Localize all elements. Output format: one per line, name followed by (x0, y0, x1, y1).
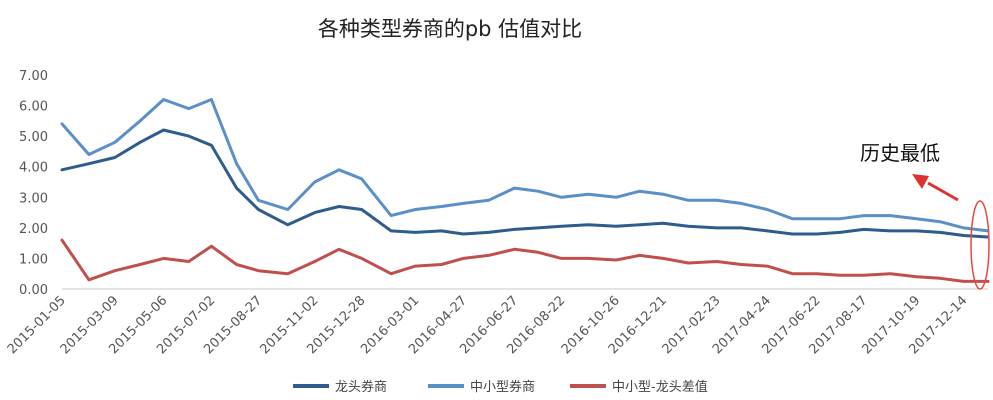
y-tick-label: 0.00 (19, 283, 48, 298)
y-tick-label: 7.00 (19, 69, 48, 84)
legend-label-2: 中小型-龙头差值 (612, 379, 708, 395)
series-lines (60, 98, 990, 283)
legend-label-0: 龙头券商 (335, 379, 387, 395)
annotation-highlight-ellipse (970, 200, 990, 290)
legend-label-1: 中小型券商 (470, 379, 535, 395)
annotation-arrow (927, 181, 959, 202)
series-line-0 (60, 128, 990, 239)
x-axis-ticks: 2015-01-052015-03-092015-05-062015-07-02… (5, 293, 971, 357)
series-line-1 (60, 98, 990, 233)
y-tick-label: 1.00 (19, 252, 48, 267)
y-tick-label: 2.00 (19, 222, 48, 237)
legend: 龙头券商 中小型券商 中小型-龙头差值 (293, 379, 708, 395)
annotation-arrow-head (912, 174, 929, 189)
y-tick-label: 3.00 (19, 191, 48, 206)
y-tick-label: 4.00 (19, 161, 48, 176)
annotation-label: 历史最低 (860, 141, 940, 165)
y-tick-label: 5.00 (19, 130, 48, 145)
chart-title: 各种类型券商的pb 估值对比 (318, 17, 582, 41)
annotation: 历史最低 (860, 141, 990, 290)
y-axis-ticks: 0.00 1.00 2.00 3.00 4.00 5.00 6.00 7.00 (19, 69, 48, 298)
series-line-2 (60, 238, 990, 283)
y-tick-label: 6.00 (19, 100, 48, 115)
